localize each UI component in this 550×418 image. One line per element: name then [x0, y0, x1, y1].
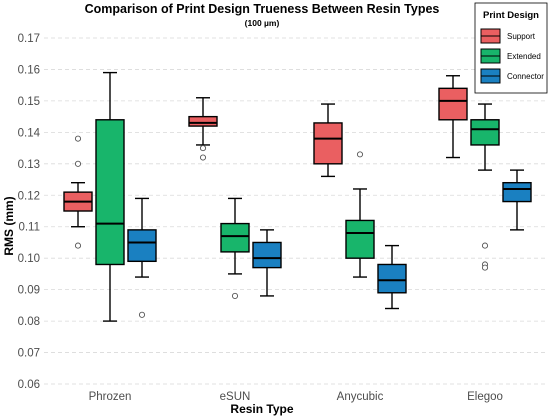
box-iqr — [252, 241, 282, 269]
box-support-anycubic — [313, 103, 343, 178]
box-extended-phrozen — [95, 71, 125, 322]
legend-label-extended: Extended — [507, 52, 541, 61]
x-tick-label: Phrozen — [89, 391, 132, 403]
legend-title: Print Design — [483, 10, 539, 21]
box-iqr — [502, 181, 532, 203]
y-tick-label: 0.17 — [18, 33, 40, 45]
boxes — [63, 71, 532, 322]
box-connector-elegoo — [502, 169, 532, 231]
box-connector-esun — [252, 229, 282, 297]
outlier-point — [74, 160, 82, 167]
outlier-point — [199, 145, 207, 152]
box-iqr — [345, 219, 375, 259]
y-tick-labels: 0.06 0.07 0.08 0.09 0.10 0.11 0.12 0.13 0.14 0.15… — [18, 33, 41, 391]
box-iqr — [188, 115, 218, 127]
box-extended-elegoo — [470, 103, 500, 271]
chart-subtitle: (100 µm) — [245, 18, 280, 28]
box-iqr — [95, 119, 125, 266]
y-tick-label: 0.12 — [18, 190, 40, 202]
box-iqr — [470, 119, 500, 146]
outlier-point — [356, 151, 364, 158]
legend-label-support: Support — [507, 32, 536, 41]
box-iqr — [438, 87, 468, 121]
outlier-point — [138, 311, 146, 318]
x-tick-label: Anycubic — [337, 391, 384, 403]
box-support-elegoo — [438, 75, 468, 159]
box-support-esun — [188, 97, 218, 161]
y-tick-label: 0.10 — [18, 253, 40, 265]
outlier-point — [74, 242, 82, 249]
box-iqr — [313, 122, 343, 165]
y-tick-label: 0.16 — [18, 64, 40, 76]
outlier-point — [74, 135, 82, 142]
box-connector-anycubic — [377, 244, 407, 310]
legend-label-connector: Connector — [507, 72, 544, 81]
outlier-point — [481, 242, 489, 249]
box-iqr — [127, 229, 157, 263]
box-iqr — [220, 222, 250, 253]
x-axis-title: Resin Type — [230, 402, 293, 416]
y-tick-label: 0.09 — [18, 285, 40, 297]
y-tick-label: 0.13 — [18, 159, 40, 171]
x-tick-label: Elegoo — [467, 391, 503, 403]
y-tick-label: 0.07 — [18, 348, 40, 360]
chart-title: Comparison of Print Design Trueness Betw… — [85, 2, 440, 16]
outlier-point — [199, 154, 207, 161]
y-tick-label: 0.08 — [18, 316, 40, 328]
box-support-phrozen — [63, 135, 93, 249]
box-iqr — [377, 263, 407, 294]
box-connector-phrozen — [127, 197, 157, 318]
box-extended-esun — [220, 197, 250, 299]
y-tick-label: 0.15 — [18, 96, 40, 108]
outlier-point — [231, 292, 239, 299]
x-tick-label: eSUN — [220, 391, 251, 403]
legend: Print Design Support Extended Connector — [474, 2, 548, 94]
y-tick-label: 0.11 — [18, 222, 40, 234]
outlier-point — [481, 264, 489, 271]
x-tick-labels: Phrozen eSUN Anycubic Elegoo — [89, 391, 503, 403]
box-extended-anycubic — [345, 151, 375, 278]
y-tick-label: 0.14 — [18, 127, 41, 139]
y-axis-title: RMS (mm) — [2, 196, 16, 255]
y-tick-label: 0.06 — [18, 379, 40, 391]
